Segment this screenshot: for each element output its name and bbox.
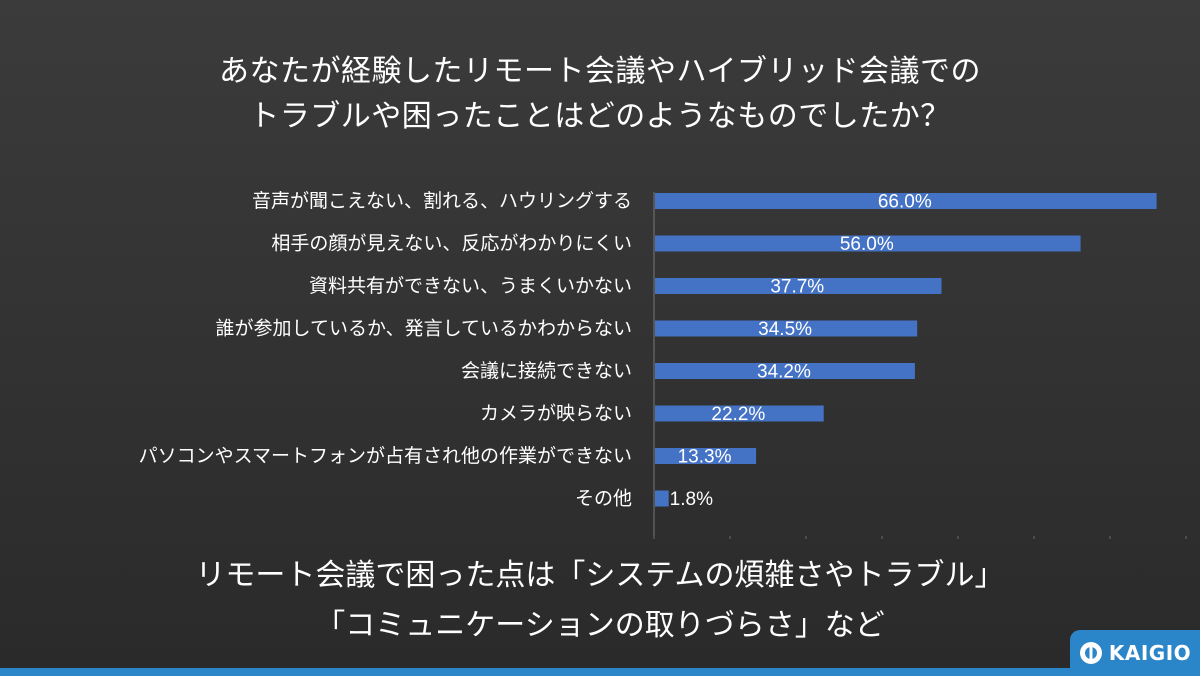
horizontal-bar-chart: 音声が聞こえない、割れる、ハウリングする 66.0% 相手の顔が見えない、反応がわか… [139,190,1187,539]
chart-title-line-2: トラブルや困ったことはどのようなものでしたか？ [249,99,951,134]
category-label: パソコンやスマートフォンが占有され他の作業ができない [139,445,632,467]
bar [655,320,918,337]
data-label: 37.7% [770,277,824,298]
chart-title-line-1: あなたが経験したリモート会議やハイブリッド会議での [219,54,981,89]
category-label: 会議に接続できない [461,360,632,382]
category-label: 音声が聞こえない、割れる、ハウリングする [252,190,632,212]
logo-text: KAIGIO [1108,641,1192,665]
bar [655,278,942,294]
category-label: 資料共有ができない、うまくいかない [309,275,632,297]
footer-accent-bar [0,668,1200,676]
category-label: 誰が参加しているか、発言しているかわからない [216,318,632,340]
summary-line-2: 「コミュニケーションの取りづらさ」など [315,608,885,643]
bar-row: 会議に接続できない 34.2% [461,360,915,383]
bar-row: カメラが映らない 22.2% [480,403,824,425]
bar [655,448,757,464]
data-label: 66.0% [878,192,932,213]
bar [655,193,1157,209]
data-label: 34.5% [758,319,812,340]
bar-row: 音声が聞こえない、割れる、ハウリングする 66.0% [252,190,1157,213]
category-label: カメラが映らない [480,403,632,425]
bar-row: その他 1.8% [575,488,713,511]
category-label: その他 [575,488,632,510]
bar [655,405,824,422]
data-label: 1.8% [670,489,713,510]
bar-row: 資料共有ができない、うまくいかない 37.7% [309,275,942,298]
data-label: 34.2% [757,362,811,383]
data-label: 13.3% [678,447,732,468]
bar [655,235,1081,252]
bar [655,490,669,507]
data-label: 56.0% [840,234,894,255]
bar-row: 誰が参加しているか、発言しているかわからない 34.5% [216,318,918,340]
summary-line-1: リモート会議で困った点は「システムの煩雑さやトラブル」 [195,558,1005,593]
bar [655,363,915,379]
bar-row: パソコンやスマートフォンが占有され他の作業ができない 13.3% [139,445,757,468]
category-label: 相手の顔が見えない、反応がわかりにくい [271,233,632,255]
bar-row: 相手の顔が見えない、反応がわかりにくい 56.0% [271,233,1081,255]
kaigio-logo-icon [1079,642,1102,664]
kaigio-logo: KAIGIO [1070,630,1200,676]
data-label: 22.2% [711,404,765,425]
